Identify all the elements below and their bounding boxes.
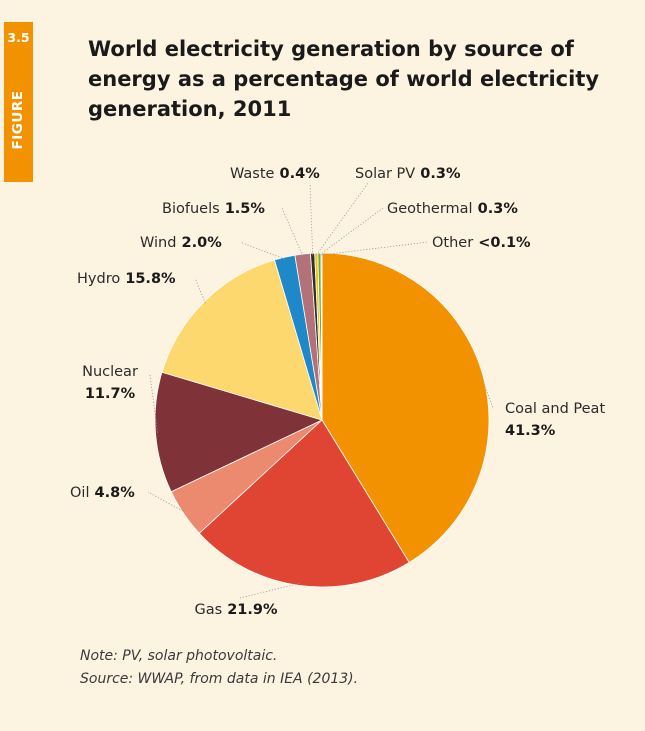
slice-name-nuclear: Nuclear	[82, 364, 138, 380]
slice-value-wind: 2.0%	[176, 235, 222, 251]
slice-name-biofuels: Biofuels	[162, 201, 220, 217]
slice-value-nuclear: 11.7%	[85, 386, 136, 402]
slice-label-solar-pv: Solar PV 0.3%	[355, 166, 461, 182]
source-text: Source: WWAP, from data in IEA (2013).	[80, 671, 359, 687]
slice-value-geothermal: 0.3%	[473, 201, 519, 217]
slice-value-coal-and-peat: 41.3%	[505, 423, 556, 439]
slice-label-oil: Oil 4.8%	[70, 485, 135, 501]
leader-line-hydro	[194, 277, 206, 304]
pie-slice-hydro	[161, 259, 323, 421]
slice-value-solar-pv: 0.3%	[415, 166, 461, 182]
leader-line-waste	[309, 182, 314, 256]
notes: Note: PV, solar photovoltaic. Source: WW…	[80, 645, 358, 691]
slice-label-wind: Wind 2.0%	[140, 235, 222, 251]
pie-slice-gas	[198, 419, 410, 588]
slice-label-geothermal: Geothermal 0.3%	[387, 201, 518, 217]
slice-value-biofuels: 1.5%	[220, 201, 266, 217]
figure-number: 3.5	[7, 30, 30, 45]
leader-line-nuclear	[149, 374, 158, 433]
chart-title: World electricity generation by source o…	[88, 37, 600, 121]
slice-value-waste: 0.4%	[274, 166, 320, 182]
leader-line-solar-pv	[315, 182, 369, 256]
leader-line-other	[321, 241, 429, 256]
leader-line-gas	[239, 583, 300, 599]
pie-slices	[154, 252, 490, 588]
slice-name-hydro: Hydro	[77, 271, 120, 287]
slice-value-gas: 21.9%	[222, 602, 278, 618]
figure-tab	[4, 22, 33, 182]
slice-label-other: Other <0.1%	[432, 235, 531, 251]
pie-slice-nuclear	[154, 371, 324, 493]
slice-label-coal-and-peat: Coal and Peat 41.3%	[505, 401, 605, 439]
leader-line-wind	[239, 241, 286, 260]
slice-name-gas: Gas	[194, 602, 222, 618]
slice-name-other: Other	[432, 235, 473, 251]
slice-name-coal-and-peat: Coal and Peat	[505, 401, 605, 417]
slice-label-biofuels: Biofuels 1.5%	[162, 201, 265, 217]
slice-name-waste: Waste	[230, 166, 275, 182]
slice-name-oil: Oil	[70, 485, 89, 501]
slice-name-wind: Wind	[140, 235, 176, 251]
leader-line-geothermal	[319, 207, 384, 256]
slice-name-solar-pv: Solar PV	[355, 166, 415, 182]
pie-slice-coal-and-peat	[321, 252, 490, 563]
slice-value-hydro: 15.8%	[120, 271, 176, 287]
leader-line-biofuels	[281, 207, 304, 257]
leader-lines	[147, 182, 494, 599]
leader-line-oil	[147, 491, 186, 513]
slice-label-gas: Gas 21.9%	[194, 602, 278, 618]
note-text: Note: PV, solar photovoltaic.	[80, 648, 278, 664]
slice-value-other: <0.1%	[473, 235, 531, 251]
slice-name-geothermal: Geothermal	[387, 201, 473, 217]
slice-labels: Coal and Peat 41.3% Gas 21.9% Oil 4.8% Nucle…	[70, 166, 605, 618]
slice-value-oil: 4.8%	[89, 485, 135, 501]
slice-label-hydro: Hydro 15.8%	[77, 271, 176, 287]
slice-label-waste: Waste 0.4%	[230, 166, 320, 182]
slice-label-nuclear: Nuclear 11.7%	[82, 364, 138, 402]
